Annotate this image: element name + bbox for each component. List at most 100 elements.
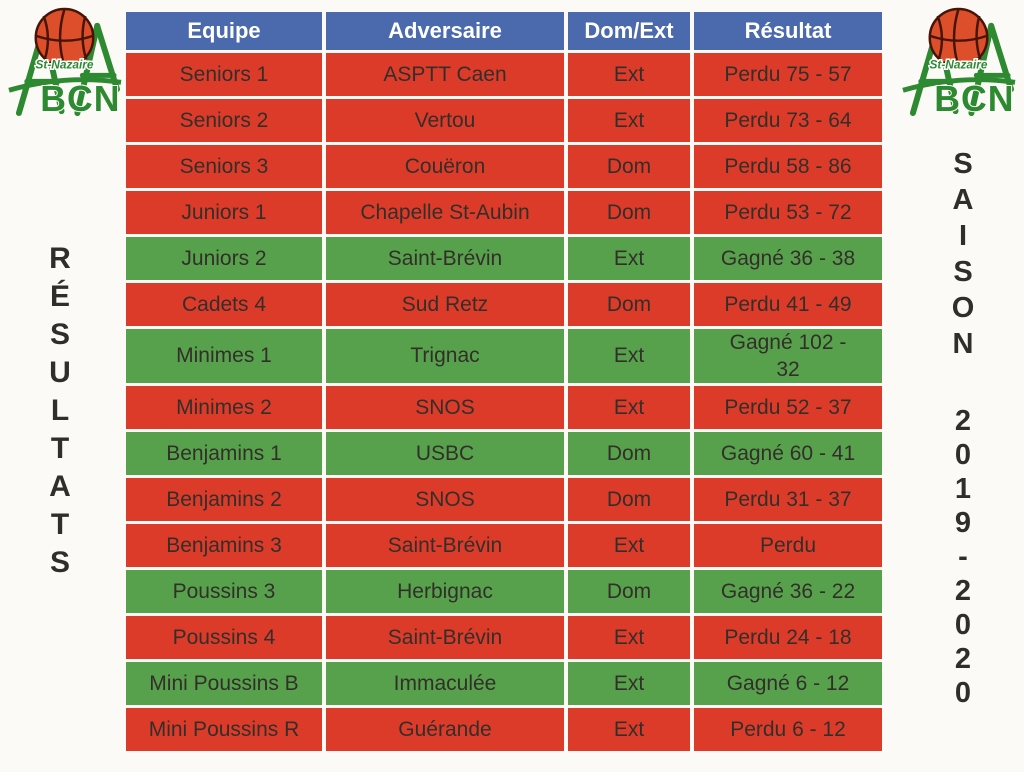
opponent-name: Herbignac bbox=[397, 579, 493, 603]
table-row: Benjamins 3 Saint-Brévin Ext Perdu bbox=[126, 524, 882, 567]
logo-city-text: St-Nazaire bbox=[929, 57, 987, 71]
result-value: Perdu 6 - 12 bbox=[730, 717, 846, 741]
team-name: Seniors 3 bbox=[179, 154, 269, 178]
results-table-body: Seniors 1 ASPTT Caen Ext Perdu 75 - 57 S… bbox=[126, 53, 882, 751]
opponent-name: USBC bbox=[415, 441, 475, 465]
table-row: Mini Poussins B Immaculée Ext Gagné 6 - … bbox=[126, 662, 882, 705]
banner-letter: 2 bbox=[954, 405, 972, 437]
banner-letter: N bbox=[952, 328, 974, 360]
banner-letter: 0 bbox=[954, 609, 972, 641]
opponent-name: Immaculée bbox=[393, 671, 497, 695]
header-adversaire: Adversaire bbox=[326, 12, 564, 50]
home-away-value: Dom bbox=[606, 487, 652, 511]
home-away-value: Ext bbox=[613, 717, 645, 741]
logo-club-initials: BCN bbox=[934, 79, 1014, 119]
opponent-name: Saint-Brévin bbox=[387, 246, 503, 270]
logo-swoosh bbox=[8, 77, 122, 93]
table-row: Juniors 1 Chapelle St-Aubin Dom Perdu 53… bbox=[126, 191, 882, 234]
banner-letter: S bbox=[49, 546, 70, 579]
team-name: Juniors 1 bbox=[181, 200, 267, 224]
club-logo-left: St-Nazaire BCN bbox=[8, 7, 122, 120]
banner-letter: 0 bbox=[954, 677, 972, 709]
banner-letter: T bbox=[50, 432, 70, 465]
banner-letter: 2 bbox=[954, 575, 972, 607]
banner-letter: U bbox=[49, 356, 71, 389]
home-away-value: Dom bbox=[606, 200, 652, 224]
home-away-value: Ext bbox=[613, 108, 645, 132]
table-row: Benjamins 2 SNOS Dom Perdu 31 - 37 bbox=[126, 478, 882, 521]
table-header-row: Equipe Adversaire Dom/Ext Résultat bbox=[126, 12, 882, 50]
opponent-name: Chapelle St-Aubin bbox=[360, 200, 530, 224]
table-row: Minimes 2 SNOS Ext Perdu 52 - 37 bbox=[126, 386, 882, 429]
result-value: Perdu 53 - 72 bbox=[724, 200, 852, 224]
team-name: Mini Poussins R bbox=[148, 717, 300, 741]
home-away-value: Ext bbox=[613, 671, 645, 695]
result-value: Perdu 24 - 18 bbox=[724, 625, 852, 649]
home-away-value: Ext bbox=[613, 625, 645, 649]
banner-letter: R bbox=[49, 242, 71, 275]
logo-city-text: St-Nazaire bbox=[35, 57, 93, 71]
banner-letter: É bbox=[49, 280, 70, 313]
club-logo-right: St-Nazaire BCN bbox=[902, 7, 1016, 120]
header-dom-ext: Dom/Ext bbox=[568, 12, 690, 50]
result-value: Perdu 58 - 86 bbox=[724, 154, 852, 178]
home-away-value: Dom bbox=[606, 292, 652, 316]
table-row: Seniors 1 ASPTT Caen Ext Perdu 75 - 57 bbox=[126, 53, 882, 96]
banner-letter: S bbox=[953, 148, 973, 180]
table-row: Cadets 4 Sud Retz Dom Perdu 41 - 49 bbox=[126, 283, 882, 326]
result-value: Perdu 73 - 64 bbox=[724, 108, 852, 132]
results-table: Equipe Adversaire Dom/Ext Résultat Senio… bbox=[122, 9, 886, 754]
basketball-icon bbox=[928, 7, 989, 68]
table-row: Poussins 3 Herbignac Dom Gagné 36 - 22 bbox=[126, 570, 882, 613]
team-name: Poussins 4 bbox=[172, 625, 276, 649]
result-value: Perdu 75 - 57 bbox=[724, 62, 852, 86]
banner-letter: 9 bbox=[954, 507, 972, 539]
banner-letter: S bbox=[49, 318, 70, 351]
result-value: Gagné 36 - 22 bbox=[720, 579, 856, 603]
table-row: Mini Poussins R Guérande Ext Perdu 6 - 1… bbox=[126, 708, 882, 751]
result-value: Gagné 36 - 38 bbox=[720, 246, 856, 270]
team-name: Seniors 2 bbox=[179, 108, 269, 132]
team-name: Minimes 2 bbox=[176, 395, 272, 419]
result-value: Perdu bbox=[759, 533, 817, 557]
home-away-value: Ext bbox=[613, 533, 645, 557]
result-value: Perdu 31 - 37 bbox=[724, 487, 852, 511]
table-row: Seniors 3 Couëron Dom Perdu 58 - 86 bbox=[126, 145, 882, 188]
team-name: Minimes 1 bbox=[176, 344, 272, 367]
result-value: Gagné 102 - 32 bbox=[729, 331, 847, 381]
team-name: Benjamins 2 bbox=[166, 487, 282, 511]
team-name: Poussins 3 bbox=[172, 579, 276, 603]
banner-letter: 0 bbox=[954, 439, 972, 471]
team-name: Juniors 2 bbox=[181, 246, 267, 270]
home-away-value: Dom bbox=[606, 441, 652, 465]
home-away-value: Ext bbox=[613, 62, 645, 86]
home-away-value: Ext bbox=[613, 344, 645, 367]
result-value: Gagné 60 - 41 bbox=[720, 441, 856, 465]
banner-letter: 2 bbox=[954, 643, 972, 675]
team-name: Seniors 1 bbox=[179, 62, 269, 86]
banner-letter: T bbox=[50, 508, 70, 541]
team-name: Mini Poussins B bbox=[149, 671, 299, 695]
home-away-value: Dom bbox=[606, 579, 652, 603]
home-away-value: Dom bbox=[606, 154, 652, 178]
banner-letter: A bbox=[952, 184, 974, 216]
result-value: Gagné 6 - 12 bbox=[726, 671, 850, 695]
banner-letter: L bbox=[50, 394, 70, 427]
opponent-name: Saint-Brévin bbox=[387, 533, 503, 557]
opponent-name: Trignac bbox=[410, 344, 480, 367]
team-name: Benjamins 1 bbox=[166, 441, 282, 465]
home-away-value: Ext bbox=[613, 395, 645, 419]
opponent-name: Couëron bbox=[404, 154, 486, 178]
opponent-name: Saint-Brévin bbox=[387, 625, 503, 649]
logo-swoosh bbox=[902, 77, 1016, 93]
opponent-name: Guérande bbox=[398, 717, 492, 741]
banner-letter: O bbox=[951, 292, 975, 324]
opponent-name: Vertou bbox=[414, 108, 476, 132]
banner-letter: A bbox=[49, 470, 71, 503]
home-away-value: Ext bbox=[613, 246, 645, 270]
header-equipe: Equipe bbox=[126, 12, 322, 50]
banner-letter: - bbox=[958, 541, 968, 573]
